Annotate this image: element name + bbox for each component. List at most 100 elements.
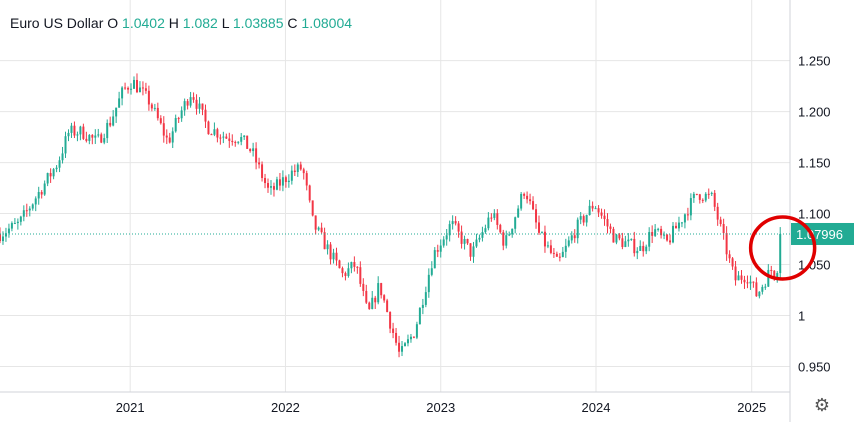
candle-body — [401, 346, 404, 352]
candle-body — [121, 87, 124, 99]
candle-body — [526, 195, 529, 200]
candle-body — [615, 234, 618, 243]
candle-body — [466, 238, 469, 244]
candle-body — [579, 216, 582, 220]
candle-body — [186, 101, 189, 106]
candle-body — [636, 250, 639, 254]
candle-body — [138, 87, 141, 93]
candle-body — [216, 129, 219, 138]
candle-body — [758, 291, 761, 297]
candle-body — [415, 324, 418, 338]
high-label: H — [168, 15, 179, 31]
candle-body — [755, 282, 758, 297]
candle-body — [365, 290, 368, 303]
candle-body — [624, 241, 627, 248]
candle-body — [228, 138, 231, 141]
candle-body — [606, 219, 609, 227]
candle-body — [100, 134, 103, 143]
gear-icon[interactable]: ⚙ — [813, 394, 831, 415]
candle-body — [377, 283, 380, 303]
candle-body — [19, 216, 22, 222]
candle-body — [472, 246, 475, 257]
candle-body — [490, 217, 493, 219]
candle-body — [576, 219, 579, 239]
candle-body — [207, 121, 210, 135]
candle-body — [64, 136, 67, 154]
candle-body — [713, 192, 716, 207]
candle-body — [648, 232, 651, 247]
candle-body — [168, 137, 171, 143]
candle-body — [278, 179, 281, 186]
candle-body — [657, 228, 660, 230]
candle-body — [558, 256, 561, 258]
candle-body — [520, 193, 523, 209]
candle-body — [261, 164, 264, 178]
candle-body — [70, 125, 73, 133]
candle-body — [201, 103, 204, 110]
candle-body — [281, 177, 284, 186]
candle-body — [28, 208, 31, 211]
candle-body — [493, 213, 496, 218]
candle-body — [243, 135, 246, 138]
candle-body — [305, 173, 308, 186]
candle-body — [240, 137, 243, 142]
candle-body — [97, 134, 100, 136]
candle-body — [484, 228, 487, 233]
candle-body — [776, 273, 779, 278]
candle-body — [127, 87, 130, 90]
candle-body — [284, 177, 287, 183]
y-tick-label: 0.950 — [798, 360, 831, 375]
y-tick-label: 1.250 — [798, 54, 831, 69]
candle-body — [380, 283, 383, 296]
candle-body — [118, 98, 121, 108]
candle-body — [124, 87, 127, 89]
candle-body — [591, 205, 594, 209]
candle-body — [344, 273, 347, 276]
candle-body — [0, 233, 1, 242]
candle-body — [73, 125, 76, 136]
candle-body — [61, 153, 64, 161]
candle-body — [293, 170, 296, 173]
candle-body — [669, 240, 672, 243]
candle-body — [674, 225, 677, 229]
candle-body — [329, 244, 332, 260]
candle-body — [287, 180, 290, 183]
candle-body — [335, 252, 338, 261]
y-tick-label: 1.200 — [798, 105, 831, 120]
candle-body — [585, 214, 588, 223]
candle-body — [16, 221, 19, 224]
candle-body — [383, 295, 386, 301]
candle-body — [79, 126, 82, 135]
candle-body — [573, 235, 576, 239]
candle-body — [406, 339, 409, 344]
candle-body — [701, 199, 704, 201]
candle-body — [135, 79, 138, 93]
candle-body — [338, 260, 341, 269]
candle-body — [532, 201, 535, 210]
candle-body — [770, 269, 773, 271]
candle-body — [183, 101, 186, 111]
candle-body — [427, 274, 430, 293]
candle-body — [25, 210, 28, 212]
candle-body — [445, 235, 448, 240]
candle-body — [695, 193, 698, 195]
candle-body — [34, 198, 37, 205]
candle-body — [418, 307, 421, 325]
candle-body — [165, 135, 168, 138]
candle-body — [707, 193, 710, 195]
candle-body — [153, 107, 156, 109]
candle-body — [570, 235, 573, 241]
candle-body — [666, 234, 669, 241]
candle-body — [103, 138, 106, 143]
candle-body — [546, 245, 549, 247]
candle-body — [639, 245, 642, 251]
candle-body — [555, 253, 558, 257]
candle-body — [663, 234, 666, 236]
candle-body — [272, 186, 275, 190]
candle-body — [213, 129, 216, 135]
candle-body — [731, 258, 734, 267]
candle-body — [680, 222, 683, 224]
candle-body — [475, 239, 478, 247]
